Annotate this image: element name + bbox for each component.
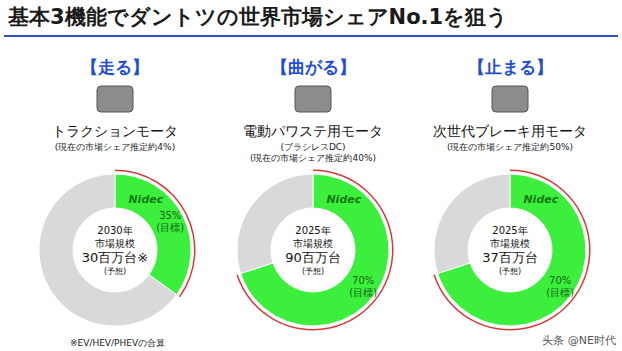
svg-text:(予想): (予想) [104, 267, 126, 276]
svg-text:头条 @NE时代: 头条 @NE时代 [542, 334, 616, 347]
svg-text:市場規模: 市場規模 [490, 238, 530, 249]
svg-text:(現在の市場シェア推定約4%): (現在の市場シェア推定約4%) [55, 142, 175, 152]
svg-text:(目標): (目標) [546, 287, 574, 298]
svg-text:(予想): (予想) [302, 267, 324, 276]
svg-text:(現在の市場シェア推定約50%): (現在の市場シェア推定約50%) [447, 142, 573, 152]
svg-text:(ブラシレスDC): (ブラシレスDC) [280, 142, 345, 152]
svg-text:【曲がる】: 【曲がる】 [271, 57, 356, 77]
svg-text:市場規模: 市場規模 [293, 238, 333, 249]
svg-text:(目標): (目標) [156, 222, 184, 233]
svg-text:70%: 70% [549, 275, 571, 286]
svg-text:Nidec: Nidec [128, 193, 163, 206]
svg-text:Nidec: Nidec [326, 193, 361, 206]
svg-text:2030年: 2030年 [97, 225, 132, 236]
svg-text:2025年: 2025年 [492, 225, 527, 236]
svg-text:※EV/HEV/PHEVの合算: ※EV/HEV/PHEVの合算 [70, 338, 165, 348]
svg-text:電動パワステ用モータ: 電動パワステ用モータ [243, 123, 383, 139]
svg-text:基本3機能でダントツの世界市場シェアNo.1を狙う: 基本3機能でダントツの世界市場シェアNo.1を狙う [7, 5, 508, 29]
svg-text:【走る】: 【走る】 [81, 57, 149, 77]
svg-text:(現在の市場シェア推定約40%): (現在の市場シェア推定約40%) [250, 153, 376, 163]
svg-text:次世代ブレーキ用モータ: 次世代ブレーキ用モータ [433, 123, 587, 139]
svg-text:(予想): (予想) [499, 267, 521, 276]
svg-text:Nidec: Nidec [523, 193, 558, 206]
svg-text:市場規模: 市場規模 [95, 238, 135, 249]
svg-text:70%: 70% [352, 275, 374, 286]
svg-text:90百万台: 90百万台 [285, 250, 341, 265]
svg-text:30百万台※: 30百万台※ [82, 250, 148, 265]
svg-text:(目標): (目標) [349, 287, 377, 298]
svg-text:【止まる】: 【止まる】 [468, 57, 553, 77]
svg-text:35%: 35% [159, 210, 181, 221]
svg-text:トラクションモータ: トラクションモータ [52, 123, 178, 139]
svg-text:37百万台: 37百万台 [482, 250, 538, 265]
svg-text:2025年: 2025年 [295, 225, 330, 236]
